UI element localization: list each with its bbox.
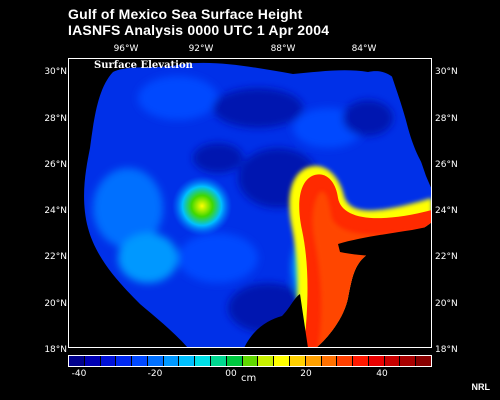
lat-label-left-26n: 26°N bbox=[44, 160, 67, 170]
lat-label-right-22n: 22°N bbox=[435, 252, 458, 262]
lon-label-84w: 84°W bbox=[351, 44, 377, 54]
scale-cell bbox=[305, 356, 322, 366]
lat-label-left-24n: 24°N bbox=[44, 206, 67, 216]
scale-cell bbox=[179, 356, 196, 366]
lat-label-right-18n: 18°N bbox=[435, 345, 458, 355]
scale-cell bbox=[211, 356, 227, 366]
lat-label-left-28n: 28°N bbox=[44, 114, 67, 124]
florida-land bbox=[386, 58, 432, 178]
cuba-land bbox=[338, 226, 432, 256]
scale-unit: cm bbox=[241, 373, 257, 384]
scale-cell bbox=[100, 356, 117, 366]
lat-label-right-20n: 20°N bbox=[435, 299, 458, 309]
scale-cell bbox=[163, 356, 180, 366]
scale-cell bbox=[195, 356, 212, 366]
figure-title: Gulf of Mexico Sea Surface Height bbox=[68, 6, 303, 22]
scale-cell bbox=[416, 356, 431, 366]
color-scale-bar bbox=[68, 355, 432, 367]
scale-cell bbox=[384, 356, 401, 366]
sea-surface-height-map bbox=[68, 58, 432, 348]
warm-eddy bbox=[172, 176, 232, 236]
scale-cell bbox=[258, 356, 275, 366]
lon-label-96w: 96°W bbox=[113, 44, 139, 54]
scale-cell bbox=[242, 356, 259, 366]
figure-subtitle: IASNFS Analysis 0000 UTC 1 Apr 2004 bbox=[68, 22, 330, 38]
yucatan-land bbox=[244, 294, 308, 348]
lat-label-right-26n: 26°N bbox=[435, 160, 458, 170]
lat-label-right-28n: 28°N bbox=[435, 114, 458, 124]
lat-label-left-30n: 30°N bbox=[44, 67, 67, 77]
scale-cell bbox=[337, 356, 354, 366]
scale-tick-20: 20 bbox=[300, 369, 312, 379]
lon-label-92w: 92°W bbox=[188, 44, 214, 54]
scale-cell bbox=[321, 356, 338, 366]
scale-cell bbox=[69, 356, 85, 366]
scale-cell bbox=[400, 356, 417, 366]
lat-label-left-22n: 22°N bbox=[44, 252, 67, 262]
scale-cell bbox=[226, 356, 243, 366]
scale-cell bbox=[274, 356, 290, 366]
scale-cell bbox=[289, 356, 306, 366]
lat-label-left-18n: 18°N bbox=[44, 345, 67, 355]
scale-tick-40: 40 bbox=[376, 369, 388, 379]
scale-cell bbox=[132, 356, 148, 366]
lat-label-left-20n: 20°N bbox=[44, 299, 67, 309]
scale-cell bbox=[368, 356, 385, 366]
scale-tick-minus-20: -20 bbox=[147, 369, 163, 379]
nrl-credit: NRL bbox=[471, 382, 491, 392]
lat-label-right-24n: 24°N bbox=[435, 206, 458, 216]
map-frame bbox=[68, 58, 432, 348]
scale-cell bbox=[147, 356, 164, 366]
scale-tick-minus-40: -40 bbox=[71, 369, 87, 379]
lon-label-88w: 88°W bbox=[270, 44, 296, 54]
scale-cell bbox=[353, 356, 369, 366]
scale-cell bbox=[116, 356, 133, 366]
ocean-field bbox=[84, 62, 432, 348]
map-label: Surface Elevation bbox=[94, 60, 193, 71]
scale-tick-zero: 00 bbox=[225, 369, 237, 379]
scale-cell bbox=[84, 356, 101, 366]
lat-label-right-30n: 30°N bbox=[435, 67, 458, 77]
